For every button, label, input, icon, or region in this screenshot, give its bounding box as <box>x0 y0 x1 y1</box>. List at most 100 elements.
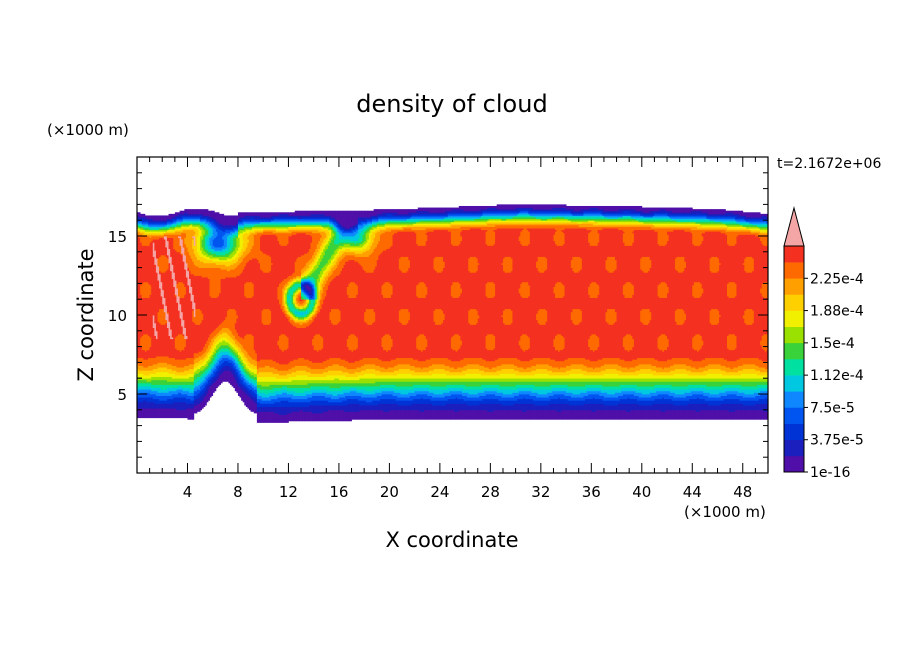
heatmap-cell <box>308 264 311 270</box>
heatmap-cell <box>140 382 143 387</box>
heatmap-cell <box>362 375 365 379</box>
heatmap-cell <box>337 370 340 376</box>
heatmap-cell <box>146 370 149 376</box>
heatmap-cell <box>234 258 237 264</box>
heatmap-cell <box>327 370 330 376</box>
heatmap-cell <box>247 218 250 221</box>
heatmap-cell <box>332 379 335 384</box>
heatmap-cell <box>165 221 168 224</box>
heatmap-cell <box>310 262 313 268</box>
heatmap-cell <box>356 232 359 242</box>
heatmap-cell <box>261 359 264 368</box>
heatmap-cell <box>211 248 214 251</box>
heatmap-cell <box>305 406 308 412</box>
heatmap-cell <box>171 278 174 338</box>
heatmap-cell <box>367 397 370 403</box>
heatmap-cell <box>349 210 352 227</box>
heatmap-cell <box>211 362 214 366</box>
heatmap-cell <box>211 354 214 359</box>
heatmap-cell <box>349 254 352 261</box>
heatmap-cell <box>294 221 297 224</box>
heatmap-cell <box>324 397 327 401</box>
heatmap-cell <box>312 307 315 311</box>
heatmap-cell <box>357 367 360 373</box>
heatmap-cell <box>349 376 352 381</box>
heatmap-cell <box>272 387 275 393</box>
heatmap-cell <box>247 261 250 283</box>
heatmap-cell <box>294 315 297 317</box>
heatmap-cell <box>219 264 222 268</box>
heatmap-cell <box>357 386 360 390</box>
heatmap-cell <box>201 213 204 218</box>
heatmap-cell <box>267 223 270 226</box>
heatmap-cell <box>302 398 305 403</box>
heatmap-cell <box>293 387 296 392</box>
heatmap-cell <box>138 370 141 374</box>
heatmap-cell <box>280 400 283 408</box>
heatmap-cell <box>241 248 244 256</box>
heatmap-cell <box>278 397 281 403</box>
heatmap-cell <box>278 381 281 385</box>
heatmap-cell <box>351 403 354 412</box>
heatmap-cell <box>149 401 152 409</box>
heatmap-cell <box>351 281 354 299</box>
heatmap-cell <box>315 307 318 311</box>
heatmap-cell <box>301 277 304 280</box>
heatmap-cell <box>296 215 299 218</box>
heatmap-cell <box>236 351 239 355</box>
heatmap-cell <box>365 368 368 374</box>
heatmap-cell <box>345 367 348 373</box>
heatmap-cell <box>211 262 214 268</box>
heatmap-cell <box>173 381 176 385</box>
heatmap-cell <box>277 228 280 231</box>
heatmap-cell <box>277 220 280 223</box>
heatmap-cell <box>189 357 192 365</box>
heatmap-cell <box>149 373 152 379</box>
heatmap-cell <box>146 297 149 335</box>
heatmap-cell <box>198 224 201 229</box>
heatmap-cell <box>269 376 272 382</box>
heatmap-cell <box>187 387 190 392</box>
heatmap-cell <box>140 234 143 243</box>
heatmap-cell <box>342 386 345 390</box>
heatmap-cell <box>184 401 187 411</box>
heatmap-cell <box>163 311 166 325</box>
heatmap-cell <box>351 297 354 335</box>
heatmap-cell <box>157 392 160 396</box>
heatmap-cell <box>346 395 349 400</box>
heatmap-cell <box>329 215 332 220</box>
heatmap-cell <box>340 229 343 232</box>
heatmap-cell <box>316 217 319 220</box>
heatmap-cell <box>185 375 188 379</box>
heatmap-cell <box>222 371 225 382</box>
heatmap-cell <box>335 395 338 400</box>
heatmap-cell <box>275 373 278 379</box>
heatmap-cell <box>313 313 316 316</box>
heatmap-cell <box>372 224 375 227</box>
heatmap-cell <box>312 284 315 289</box>
heatmap-cell <box>282 386 285 390</box>
heatmap-cell <box>356 250 359 254</box>
heatmap-cell <box>304 283 307 291</box>
heatmap-cell <box>269 226 272 229</box>
heatmap-cell <box>267 381 270 387</box>
heatmap-cell <box>182 215 185 218</box>
heatmap-cell <box>203 226 206 231</box>
heatmap-cell <box>159 221 162 224</box>
heatmap-cell <box>299 370 302 376</box>
heatmap-cell <box>277 221 280 224</box>
heatmap-cell <box>233 340 236 346</box>
heatmap-cell <box>212 258 215 262</box>
heatmap-cell <box>181 253 184 256</box>
heatmap-cell <box>290 286 292 289</box>
heatmap-cell <box>297 308 300 311</box>
heatmap-cell <box>334 308 337 325</box>
heatmap-cell <box>272 373 275 378</box>
heatmap-cell <box>272 381 275 385</box>
heatmap-cell <box>181 371 184 376</box>
heatmap-cell <box>313 382 316 387</box>
heatmap-cell <box>166 215 169 220</box>
heatmap-cell <box>196 403 199 412</box>
heatmap-cell <box>137 408 139 419</box>
heatmap-cell <box>267 231 270 235</box>
